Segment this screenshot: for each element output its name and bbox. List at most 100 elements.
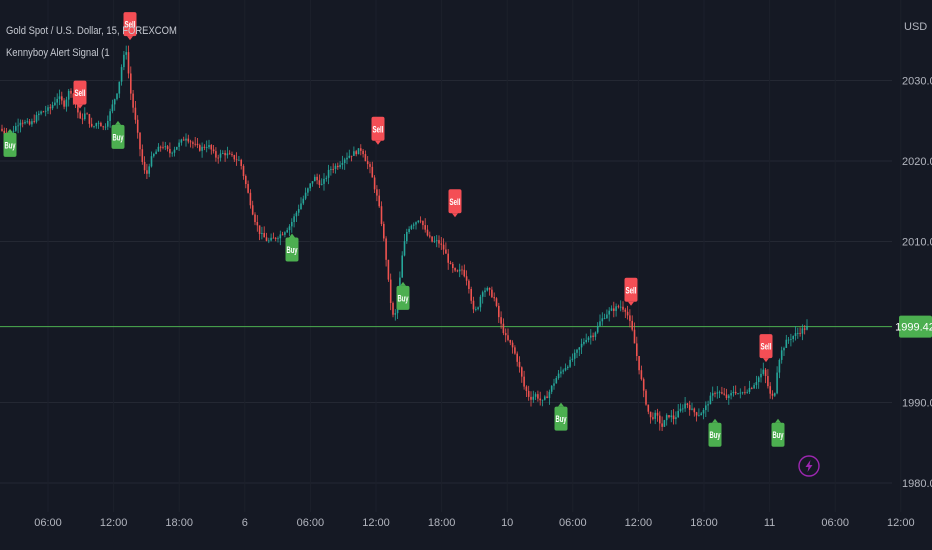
candle xyxy=(721,386,723,395)
candle xyxy=(744,386,746,395)
candle xyxy=(762,362,765,376)
candle xyxy=(741,391,744,395)
candle xyxy=(334,163,337,174)
candle xyxy=(279,230,282,246)
buy-signal[interactable]: Buy xyxy=(771,418,785,447)
last-price-badge: 1999.42 xyxy=(895,315,932,338)
candle xyxy=(58,89,61,106)
candle xyxy=(155,149,157,155)
candle xyxy=(463,264,466,278)
x-axis[interactable]: 06:00 12:00 18:00 6 06:00 12:00 18:00 10 06:00 12… xyxy=(34,517,914,529)
candle xyxy=(212,145,215,154)
x-tick-label: 18:00 xyxy=(690,517,718,529)
candle xyxy=(686,402,689,409)
candle xyxy=(242,164,245,180)
indicator-title[interactable]: Kennyboy Alert Signal (1 xyxy=(6,47,110,59)
buy-signal[interactable]: Buy xyxy=(111,120,125,149)
candle xyxy=(601,312,604,326)
candle xyxy=(134,101,137,124)
candle xyxy=(90,117,93,128)
y-tick-label: 2010.00 xyxy=(902,237,932,249)
y-axis[interactable]: USD 2030.00 2020.00 2010.00 1990.00 1980.00 xyxy=(902,21,932,490)
candle xyxy=(97,120,100,129)
candle xyxy=(753,382,755,389)
candle xyxy=(419,216,422,224)
candle xyxy=(693,407,696,417)
candle xyxy=(113,98,116,111)
candle xyxy=(746,389,748,394)
candle xyxy=(700,411,702,416)
candle xyxy=(258,225,261,241)
candle xyxy=(475,306,477,312)
buy-signal[interactable]: Buy xyxy=(3,128,17,157)
sell-signal[interactable]: Sell xyxy=(624,277,638,306)
lightning-icon[interactable] xyxy=(798,455,820,477)
candle xyxy=(355,149,357,157)
candle xyxy=(555,375,558,384)
signal-label: Buy xyxy=(556,414,567,425)
candle xyxy=(38,110,40,121)
candle xyxy=(346,152,348,165)
candle xyxy=(797,327,799,339)
candle xyxy=(456,269,459,273)
candle xyxy=(81,113,84,125)
candle xyxy=(348,149,351,159)
candle xyxy=(774,392,776,398)
x-tick-label: 12:00 xyxy=(100,517,128,529)
buy-signal[interactable]: Buy xyxy=(285,233,299,262)
candle xyxy=(182,136,185,141)
candle xyxy=(803,325,806,335)
sell-signal[interactable]: Sell xyxy=(123,12,137,41)
candle xyxy=(557,370,560,380)
candle xyxy=(445,242,447,254)
candle xyxy=(171,151,173,157)
candle xyxy=(511,340,514,354)
candle xyxy=(226,146,229,159)
candle xyxy=(107,115,109,130)
sell-signal[interactable]: Sell xyxy=(371,116,385,145)
candle xyxy=(33,114,35,124)
candle xyxy=(507,328,509,342)
candle xyxy=(222,150,224,155)
candle xyxy=(178,139,180,151)
candle xyxy=(661,416,663,432)
candle xyxy=(688,400,691,416)
candle xyxy=(493,292,495,302)
candle xyxy=(705,401,707,418)
candle xyxy=(672,409,675,425)
sell-signal[interactable]: Sell xyxy=(73,80,87,109)
candle xyxy=(42,110,45,113)
candle xyxy=(318,174,321,188)
candle xyxy=(477,306,479,311)
candle xyxy=(578,346,581,357)
signal-label: Sell xyxy=(75,88,86,99)
candle xyxy=(615,303,617,317)
candle xyxy=(95,122,98,129)
sell-signal[interactable]: Sell xyxy=(759,334,773,363)
candle xyxy=(429,231,431,239)
candle xyxy=(215,147,217,162)
symbol-title[interactable]: Gold Spot / U.S. Dollar, 15, FOREXCOM xyxy=(6,25,177,37)
buy-signal[interactable]: Buy xyxy=(554,402,568,431)
candle xyxy=(454,267,456,273)
candle xyxy=(631,315,633,332)
sell-signal[interactable]: Sell xyxy=(448,189,462,218)
candle xyxy=(297,204,300,216)
candle xyxy=(539,391,541,406)
candle xyxy=(44,105,47,117)
candle xyxy=(642,377,645,398)
candle xyxy=(435,234,438,248)
candle xyxy=(125,45,127,60)
candle xyxy=(383,221,385,242)
buy-signal[interactable]: Buy xyxy=(396,281,410,310)
candle xyxy=(109,108,111,128)
candle xyxy=(633,322,636,344)
buy-signal[interactable]: Buy xyxy=(708,418,722,447)
candle xyxy=(164,141,167,151)
candle xyxy=(201,142,203,158)
candle xyxy=(104,123,107,131)
candle xyxy=(274,237,277,242)
candle xyxy=(401,251,403,278)
candle xyxy=(716,386,719,399)
